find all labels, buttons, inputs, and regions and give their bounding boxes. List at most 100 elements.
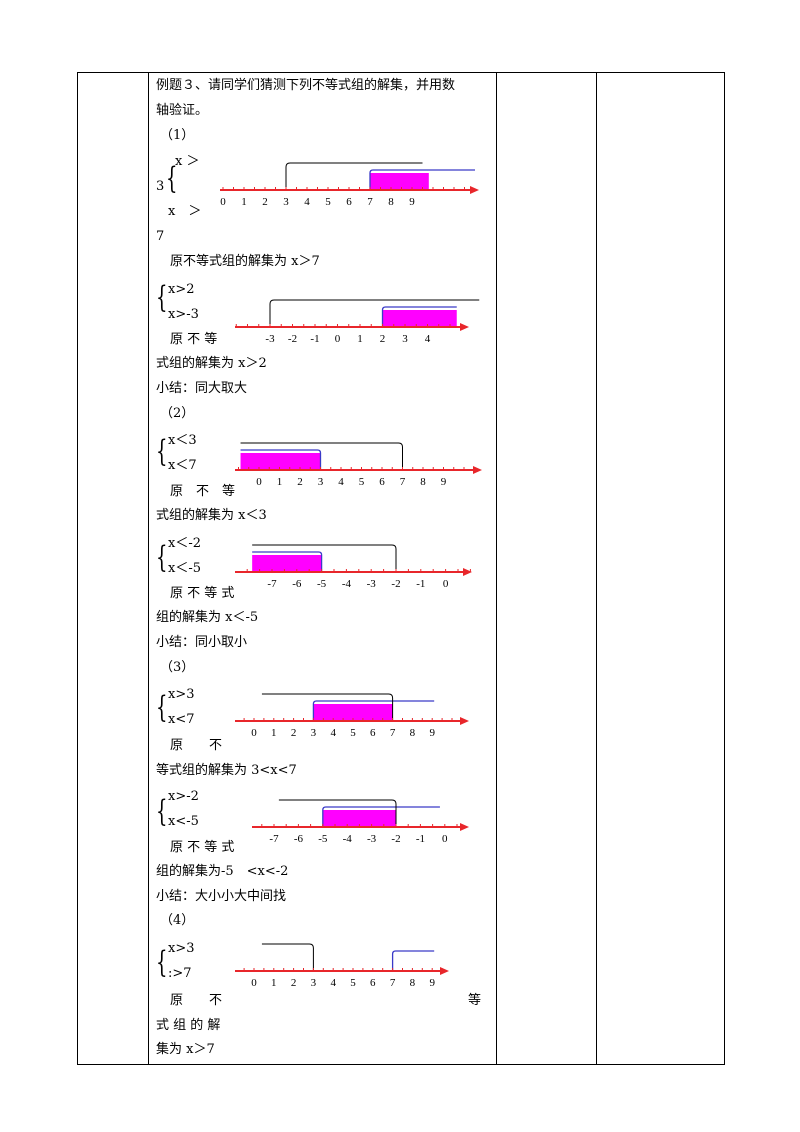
tick-label: 2 xyxy=(380,333,386,345)
ex-1b-ineq-1: x>2 xyxy=(168,282,195,297)
tick-label: 8 xyxy=(410,977,416,989)
ex-2b-answer-line-1: 原 不 等 式 xyxy=(170,586,235,601)
primary-bracket xyxy=(278,799,397,827)
tick-label: -3 xyxy=(367,578,377,590)
ex-1a-suffix: 7 xyxy=(156,229,165,244)
part-3-label: （3） xyxy=(160,660,195,675)
solution-region xyxy=(240,453,321,470)
tick-label: 0 xyxy=(256,476,262,488)
secondary-bracket xyxy=(369,169,475,190)
ex-3b-answer-line-2: 组的解集为-5 <x<-2 xyxy=(156,864,289,879)
number-line-1b: -3 -2 -1 0 1 2 3 4 xyxy=(235,299,480,345)
axis-arrow xyxy=(460,323,469,331)
tick-label: 6 xyxy=(346,196,352,208)
ex-3a-ineq-1: x>3 xyxy=(168,687,195,702)
tick-label: 5 xyxy=(359,476,365,488)
ex-1a-ineq-1: x ＞ xyxy=(175,154,200,169)
secondary-bracket xyxy=(312,700,435,721)
tick-label: -5 xyxy=(317,578,327,590)
tick-label: 5 xyxy=(350,727,356,739)
part-4-label: （4） xyxy=(160,913,195,928)
tick-label: -2 xyxy=(391,833,400,845)
number-line-3b: -7 -6 -5 -4 -3 -2 -1 0 xyxy=(252,799,469,845)
part-3-summary: 小结：大小小大中间找 xyxy=(156,889,287,904)
part-2-summary: 小结：同小取小 xyxy=(156,635,248,650)
axis-arrow xyxy=(470,186,479,194)
tick-label: 2 xyxy=(291,727,297,739)
primary-bracket xyxy=(261,943,314,971)
tick-label: 6 xyxy=(379,476,385,488)
ex-4a-ineq-1: x>3 xyxy=(168,941,195,956)
ex-2a-answer-line-1: 原 不 等 xyxy=(170,484,236,499)
secondary-bracket xyxy=(240,449,322,470)
tick-label: 5 xyxy=(325,196,331,208)
tick-label: 2 xyxy=(297,476,303,488)
tick-label: -2 xyxy=(391,578,400,590)
ex-2a-answer-line-2: 式组的解集为 x＜3 xyxy=(156,508,267,523)
tick-label: 7 xyxy=(367,196,373,208)
ex-3a-ineq-2: x<7 xyxy=(168,712,195,727)
ex-1b-answer-line-1: 原 不 等 xyxy=(170,332,218,347)
axis-arrow xyxy=(460,823,469,831)
tick-label: 9 xyxy=(429,977,435,989)
ex-3b-answer-line-1: 原 不 等 式 xyxy=(170,840,235,855)
tick-label: 3 xyxy=(311,977,317,989)
secondary-bracket xyxy=(381,306,457,327)
brace: { xyxy=(156,945,168,980)
tick-label: 1 xyxy=(357,333,363,345)
ex-1b-answer-line-2: 式组的解集为 x＞2 xyxy=(156,356,267,371)
tick-label: 1 xyxy=(271,727,277,739)
tick-label: 4 xyxy=(425,333,431,345)
solution-region xyxy=(313,704,393,721)
tick-label: -1 xyxy=(416,578,425,590)
tick-label: 9 xyxy=(409,196,415,208)
column-divider-1 xyxy=(148,73,149,1064)
tick-label: -4 xyxy=(343,833,353,845)
tick-label: 6 xyxy=(370,977,376,989)
tick-label: -6 xyxy=(292,578,302,590)
ex-2b-ineq-2: x＜-5 xyxy=(168,561,201,576)
tick-label: 0 xyxy=(335,333,341,345)
number-line-2b: -7 -6 -5 -4 -3 -2 -1 0 xyxy=(235,544,472,590)
tick-label: -1 xyxy=(310,333,319,345)
ex-3a-answer-line-1: 原 不 xyxy=(170,738,223,753)
part-1-summary: 小结：同大取大 xyxy=(156,381,248,396)
number-line-2a: 0 1 2 3 4 5 6 7 8 9 xyxy=(235,442,482,488)
brace: { xyxy=(156,540,168,575)
ex-4a-answer-line-4: 集为 x＞7 xyxy=(156,1042,215,1057)
column-divider-3 xyxy=(596,73,597,1064)
tick-label: 4 xyxy=(330,977,336,989)
solution-region xyxy=(370,173,429,190)
solution-region xyxy=(322,810,396,827)
number-line-3a: 0 1 2 3 4 5 6 7 8 9 xyxy=(235,693,469,739)
ex-1b-ineq-2: x>-3 xyxy=(168,307,199,322)
tick-label: 0 xyxy=(443,578,449,590)
tick-label: 8 xyxy=(388,196,394,208)
tick-label: 5 xyxy=(350,977,356,989)
number-line-4a: 0 1 2 3 4 5 6 7 8 9 xyxy=(235,943,449,989)
tick-label: 4 xyxy=(338,476,344,488)
tick-label: -7 xyxy=(267,578,277,590)
brace: { xyxy=(156,434,168,469)
ex-4a-ineq-2: :>7 xyxy=(168,966,192,981)
tick-label: 4 xyxy=(330,727,336,739)
ex-2b-answer-line-2: 组的解集为 x＜-5 xyxy=(156,610,259,625)
ex-4a-answer-line-3: 式 组 的 解 xyxy=(156,1018,221,1033)
tick-label: 7 xyxy=(400,476,406,488)
ex-4a-answer-line-2: 等 xyxy=(468,993,482,1008)
tick-label: 1 xyxy=(241,196,247,208)
axis-arrow xyxy=(440,967,449,975)
ex-1a-ineq-2: x ＞ xyxy=(168,204,202,219)
tick-label: 7 xyxy=(390,977,396,989)
tick-label: 8 xyxy=(410,727,416,739)
brace: { xyxy=(156,280,168,315)
axis-arrow xyxy=(463,568,472,576)
tick-label: -3 xyxy=(265,333,275,345)
secondary-bracket xyxy=(322,806,440,827)
tick-label: -6 xyxy=(294,833,304,845)
primary-bracket xyxy=(252,544,397,572)
tick-label: 7 xyxy=(390,727,396,739)
tick-label: 0 xyxy=(251,977,257,989)
intro-line-1: 例题３、请同学们猜测下列不等式组的解集，并用数 xyxy=(156,78,456,93)
intro-line-2: 轴验证。 xyxy=(156,103,209,118)
